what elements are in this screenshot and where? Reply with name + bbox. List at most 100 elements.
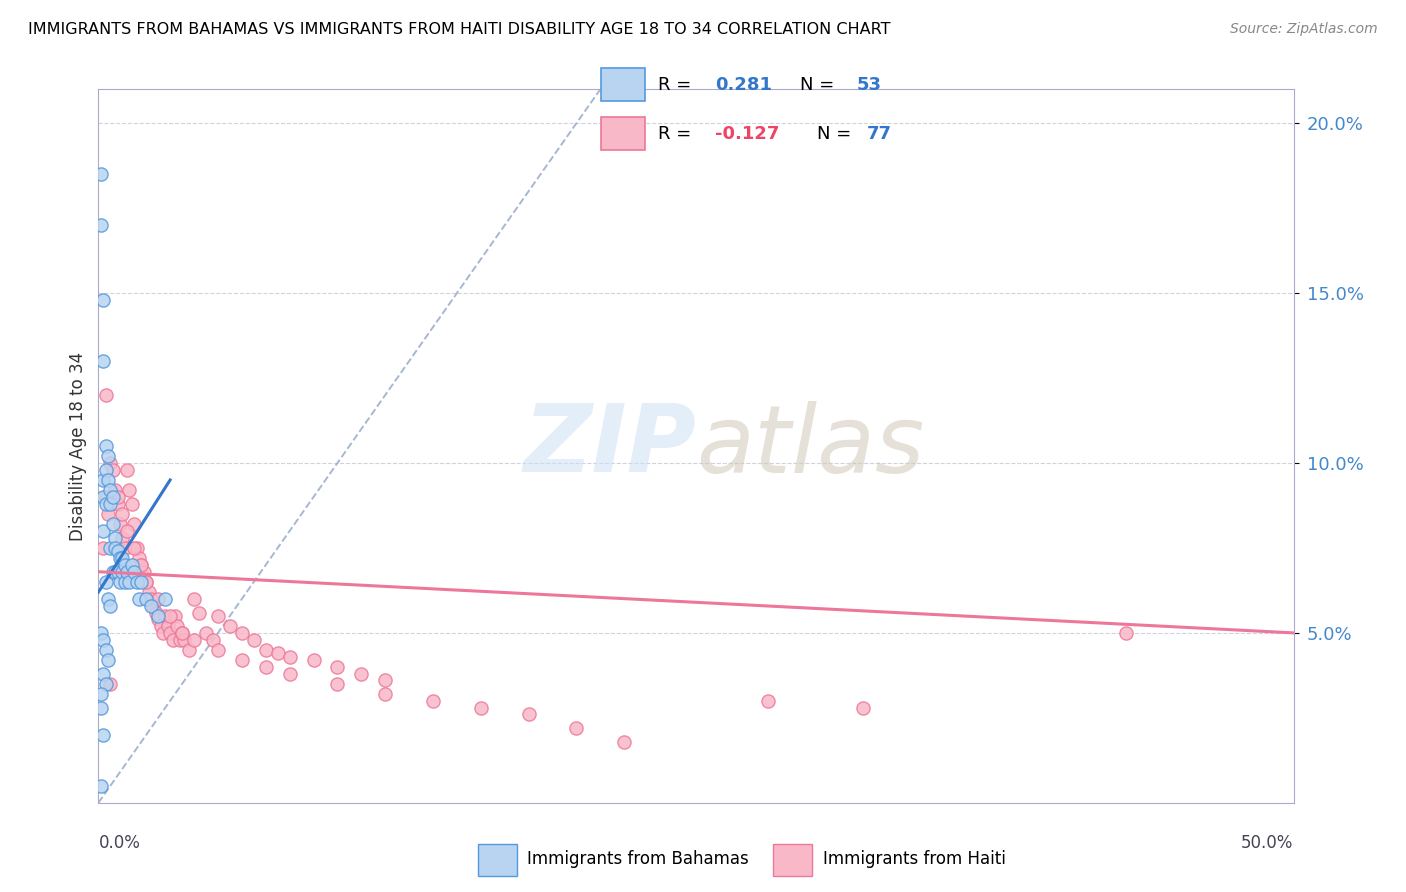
- Text: atlas: atlas: [696, 401, 924, 491]
- Point: [97, 591, 120, 606]
- Point: [118, 574, 141, 589]
- Point: [139, 599, 162, 613]
- Point: [187, 606, 209, 620]
- Point: [470, 700, 492, 714]
- Point: [90, 779, 112, 793]
- Text: R =: R =: [658, 76, 697, 94]
- Point: [135, 574, 157, 589]
- Point: [565, 721, 588, 735]
- Point: [131, 574, 153, 589]
- Y-axis label: Disability Age 18 to 34: Disability Age 18 to 34: [69, 351, 87, 541]
- Text: 50.0%: 50.0%: [1241, 834, 1294, 852]
- Point: [91, 293, 114, 307]
- Point: [169, 632, 191, 647]
- Point: [90, 167, 112, 181]
- Point: [207, 608, 229, 623]
- Point: [90, 687, 112, 701]
- Point: [121, 558, 143, 572]
- Point: [91, 354, 114, 368]
- Point: [613, 734, 636, 748]
- Point: [159, 608, 181, 623]
- Point: [350, 666, 373, 681]
- Text: 77: 77: [868, 125, 893, 143]
- Point: [149, 619, 172, 633]
- Point: [107, 544, 129, 558]
- Point: [118, 483, 141, 498]
- Point: [104, 531, 127, 545]
- Point: [243, 632, 266, 647]
- Text: 53: 53: [858, 76, 882, 94]
- Point: [94, 643, 117, 657]
- Point: [101, 517, 124, 532]
- Point: [142, 599, 165, 613]
- Point: [94, 388, 117, 402]
- Point: [326, 660, 349, 674]
- Point: [115, 565, 138, 579]
- Point: [152, 626, 174, 640]
- Point: [128, 591, 150, 606]
- Text: Immigrants from Haiti: Immigrants from Haiti: [823, 849, 1005, 868]
- Text: Immigrants from Bahamas: Immigrants from Bahamas: [527, 849, 749, 868]
- Point: [183, 591, 205, 606]
- Point: [90, 626, 112, 640]
- Point: [90, 700, 112, 714]
- Text: N =: N =: [817, 125, 856, 143]
- Point: [111, 507, 134, 521]
- Point: [125, 574, 148, 589]
- Text: IMMIGRANTS FROM BAHAMAS VS IMMIGRANTS FROM HAITI DISABILITY AGE 18 TO 34 CORRELA: IMMIGRANTS FROM BAHAMAS VS IMMIGRANTS FR…: [28, 22, 890, 37]
- Point: [94, 490, 117, 504]
- Point: [173, 632, 195, 647]
- Point: [108, 551, 131, 566]
- Point: [267, 646, 290, 660]
- Point: [128, 551, 150, 566]
- Text: 0.281: 0.281: [716, 76, 772, 94]
- Point: [104, 541, 127, 555]
- Point: [94, 574, 117, 589]
- Point: [139, 591, 162, 606]
- Point: [101, 463, 124, 477]
- Point: [517, 707, 540, 722]
- Point: [155, 591, 177, 606]
- Point: [101, 490, 124, 504]
- Point: [98, 456, 122, 470]
- Point: [98, 599, 122, 613]
- Point: [148, 612, 170, 626]
- Point: [155, 608, 177, 623]
- Point: [97, 653, 120, 667]
- Point: [114, 574, 136, 589]
- Point: [231, 653, 253, 667]
- Point: [194, 626, 217, 640]
- Point: [90, 218, 112, 232]
- Point: [98, 497, 122, 511]
- Point: [179, 643, 201, 657]
- Text: N =: N =: [800, 76, 839, 94]
- Point: [111, 551, 134, 566]
- Point: [326, 677, 349, 691]
- Point: [135, 574, 157, 589]
- Point: [124, 565, 146, 579]
- Point: [162, 632, 184, 647]
- Point: [107, 490, 129, 504]
- Bar: [478, 844, 517, 876]
- Point: [156, 619, 179, 633]
- Point: [374, 673, 396, 688]
- Point: [108, 517, 131, 532]
- Point: [98, 483, 122, 498]
- Point: [91, 666, 114, 681]
- Point: [148, 608, 170, 623]
- Point: [202, 632, 225, 647]
- Point: [94, 677, 117, 691]
- Point: [172, 626, 194, 640]
- Text: -0.127: -0.127: [716, 125, 780, 143]
- Point: [138, 585, 160, 599]
- Point: [135, 591, 157, 606]
- Point: [148, 591, 170, 606]
- Point: [94, 463, 117, 477]
- Text: R =: R =: [658, 125, 697, 143]
- Text: ZIP: ZIP: [523, 400, 696, 492]
- Point: [254, 643, 277, 657]
- Text: Source: ZipAtlas.com: Source: ZipAtlas.com: [1230, 22, 1378, 37]
- Point: [104, 483, 127, 498]
- Point: [422, 694, 444, 708]
- Point: [756, 694, 779, 708]
